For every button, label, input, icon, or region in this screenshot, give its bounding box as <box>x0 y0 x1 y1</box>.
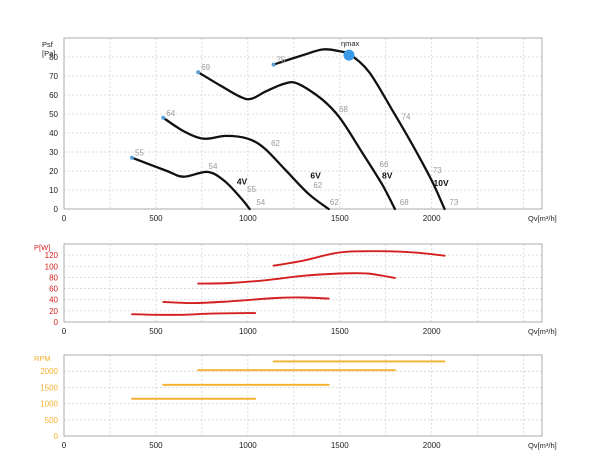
curve-start-marker <box>130 155 135 160</box>
efficiency-point-label: 74 <box>402 113 411 122</box>
y-tick-label: 60 <box>49 91 58 100</box>
x-axis-label: Qv[m³/h] <box>528 441 557 450</box>
y-axis-label: P[W] <box>34 243 50 252</box>
power-chart: 0 20 40 60 80 100 120 0 500 1000 1500 2000 Qv[m³/h] P… <box>34 243 557 336</box>
curve-voltage-label: 6V <box>310 171 321 181</box>
y-tick-label: 0 <box>54 205 59 214</box>
y-axis-label-top: Psf <box>42 40 54 49</box>
y-tick-label: 20 <box>49 307 58 316</box>
rpm-chart: 0 500 1000 1500 2000 0 500 1000 1500 2000 Qv[m³/h]… <box>34 354 557 450</box>
y-tick-label: 10 <box>49 186 58 195</box>
efficiency-point-label: 73 <box>433 166 442 175</box>
efficiency-point-label: 55 <box>135 149 144 158</box>
y-tick-label: 80 <box>49 53 58 62</box>
curve-start-marker <box>161 115 166 120</box>
x-tick-label: 1000 <box>239 214 257 223</box>
series-line-10V <box>272 250 446 267</box>
series-line-8V <box>197 71 397 211</box>
y-axis-label: RPM <box>34 354 51 363</box>
curve-start-marker <box>271 62 276 67</box>
series-line-4V <box>130 156 251 211</box>
pressure-chart: 0 10 20 30 40 50 60 70 80 0 500 1000 1500 2000 Qv[m³/h… <box>42 37 557 223</box>
x-tick-label: 500 <box>149 327 163 336</box>
x-tick-label: 2000 <box>423 441 441 450</box>
y-tick-label: 0 <box>54 432 59 441</box>
eta-max-label: ηmax <box>341 39 360 48</box>
efficiency-point-label: 55 <box>247 185 256 194</box>
y-tick-label: 60 <box>49 285 58 294</box>
plot-frame <box>63 37 543 210</box>
x-axis-label: Qv[m³/h] <box>528 327 557 336</box>
efficiency-point-label: 69 <box>201 63 210 72</box>
efficiency-point-label: 54 <box>209 162 218 171</box>
y-tick-label: 70 <box>49 72 58 81</box>
y-tick-label: 50 <box>49 110 58 119</box>
x-tick-label: 500 <box>149 214 163 223</box>
series-line-6V <box>162 296 330 305</box>
y-tick-label: 30 <box>49 148 58 157</box>
series-line-6V <box>162 116 330 211</box>
x-axis-label: Qv[m³/h] <box>528 214 557 223</box>
curve-voltage-label: 4V <box>237 176 248 186</box>
y-tick-label: 1000 <box>40 400 58 409</box>
curve-start-marker <box>196 70 201 75</box>
y-tick-label: 120 <box>45 251 59 260</box>
efficiency-point-label: 75 <box>277 56 286 65</box>
y-tick-label: 2000 <box>40 367 58 376</box>
efficiency-point-label: 66 <box>380 160 389 169</box>
y-tick-label: 100 <box>45 262 59 271</box>
x-tick-label: 0 <box>62 441 67 450</box>
series-line-8V <box>197 272 396 285</box>
y-axis-label: [Pa] <box>42 49 55 58</box>
y-tick-label: 40 <box>49 296 58 305</box>
efficiency-point-label: 54 <box>256 198 265 207</box>
efficiency-point-label: 62 <box>271 139 280 148</box>
x-tick-label: 1000 <box>239 327 257 336</box>
plot-frame <box>63 354 543 437</box>
x-tick-label: 1000 <box>239 441 257 450</box>
y-tick-label: 500 <box>45 416 59 425</box>
x-tick-label: 0 <box>62 214 67 223</box>
x-tick-label: 0 <box>62 327 67 336</box>
efficiency-point-label: 68 <box>339 105 348 114</box>
eta-max-marker <box>343 49 355 61</box>
efficiency-point-label: 68 <box>400 198 409 207</box>
efficiency-point-label: 64 <box>166 109 175 118</box>
x-tick-label: 1500 <box>331 441 349 450</box>
y-tick-label: 80 <box>49 273 58 282</box>
efficiency-point-label: 62 <box>330 198 339 207</box>
curve-voltage-label: 10V <box>434 178 449 188</box>
efficiency-point-label: 73 <box>449 198 458 207</box>
series-line-4V <box>131 312 257 316</box>
efficiency-point-label: 62 <box>313 181 322 190</box>
y-tick-label: 0 <box>54 318 59 327</box>
y-tick-label: 1500 <box>40 383 58 392</box>
x-tick-label: 500 <box>149 441 163 450</box>
y-tick-label: 40 <box>49 129 58 138</box>
x-tick-label: 1500 <box>331 327 349 336</box>
y-tick-label: 20 <box>49 167 58 176</box>
plot-frame <box>63 243 543 323</box>
x-tick-label: 1500 <box>331 214 349 223</box>
x-tick-label: 2000 <box>423 327 441 336</box>
x-tick-label: 2000 <box>423 214 441 223</box>
curve-voltage-label: 8V <box>382 171 393 181</box>
series-line-10V <box>272 48 446 211</box>
